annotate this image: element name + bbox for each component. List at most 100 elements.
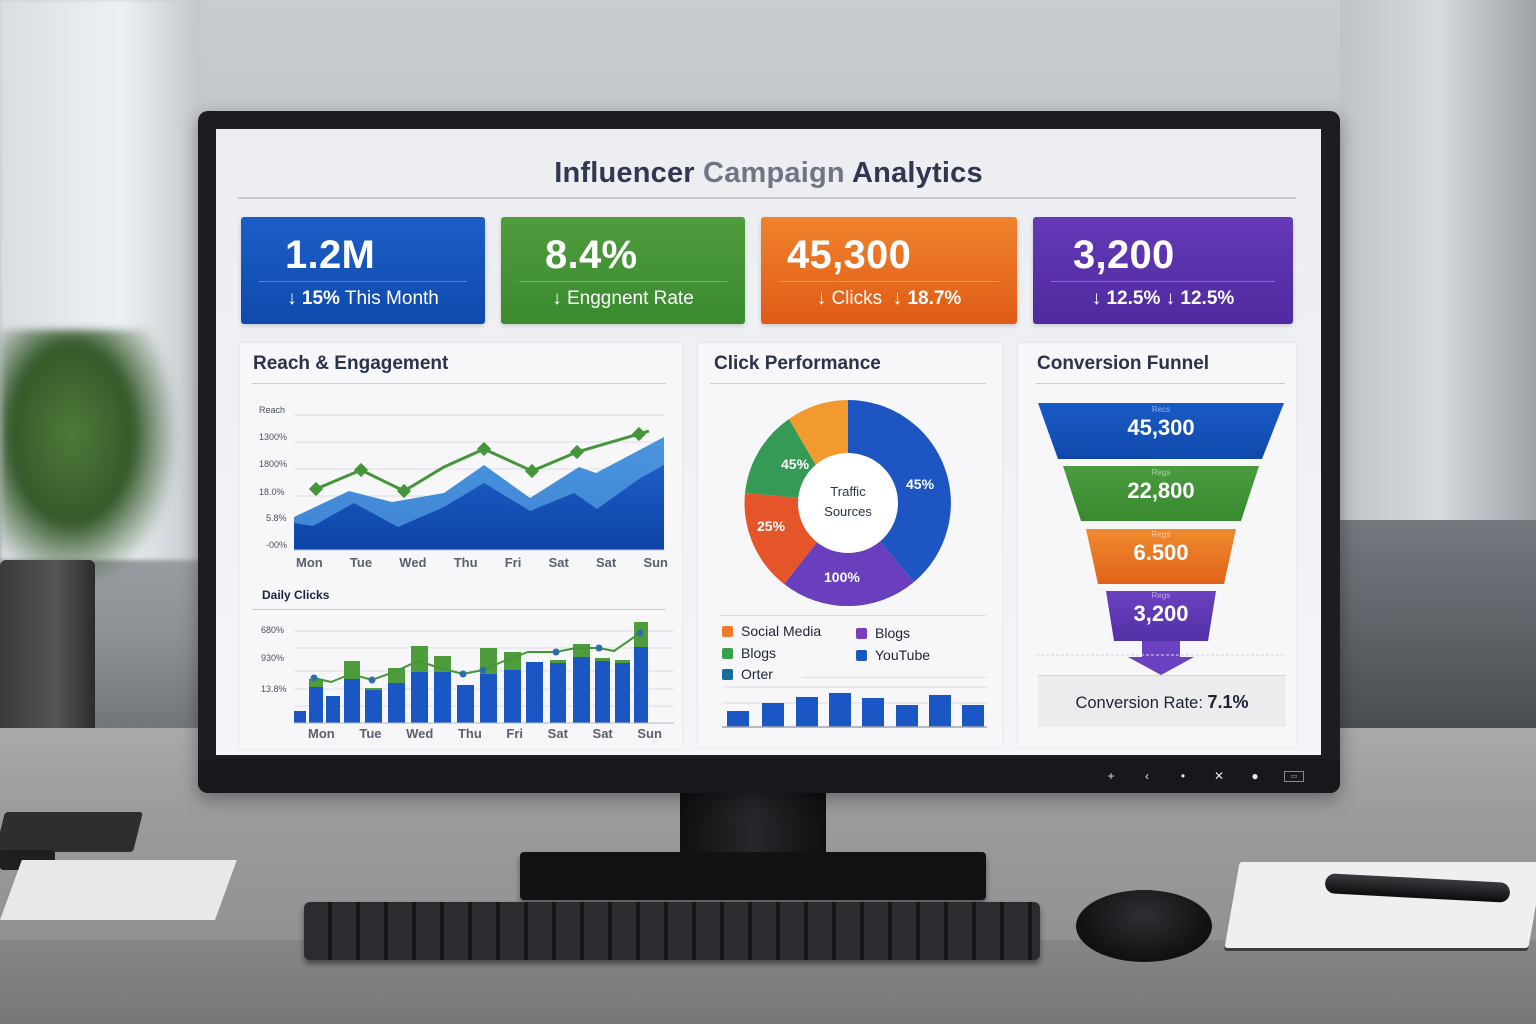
monitor-controls: + ‹ • ✕ ● ▭	[1104, 769, 1304, 783]
keyboard[interactable]	[304, 902, 1040, 960]
funnel-stage-value: 22,800	[1127, 478, 1195, 503]
chart-legend: Social Media Blogs Orter Blogs YouTube	[722, 623, 992, 693]
legend-label: Blogs	[741, 645, 777, 661]
plant-pot	[0, 560, 95, 750]
x-tick: Fri	[504, 555, 522, 570]
legend-item[interactable]: Blogs	[722, 645, 776, 661]
y-tick: 930%	[261, 653, 285, 663]
daily-clicks-title: Daily Clicks	[262, 588, 330, 602]
x-tick: Tue	[349, 555, 373, 570]
arrow-down-icon: ↓	[816, 288, 827, 309]
funnel-stage[interactable]: Regs 3,200	[1106, 591, 1216, 627]
y-axis-title: Reach	[259, 405, 286, 415]
power-button-icon[interactable]: ●	[1251, 769, 1259, 783]
y-tick: 5.8%	[266, 513, 287, 523]
title-part: Influencer	[554, 157, 704, 189]
monitor-bezel: + ‹ • ✕ ● ▭	[198, 759, 1340, 793]
kpi-divider	[1051, 281, 1275, 282]
click-performance-panel: Click Performance 45% 45% 25% 100% Traff…	[698, 343, 1002, 747]
clicks-mini-bar-chart[interactable]	[722, 681, 992, 737]
kpi-subtitle: ↓ 12.5% ↓ 12.5%	[1033, 288, 1293, 310]
x-tick: Sat	[547, 726, 568, 741]
daily-clicks-bar-chart[interactable]	[294, 613, 674, 725]
input-button-icon[interactable]: ✕	[1213, 769, 1225, 783]
funnel-stage-value: 6.500	[1133, 540, 1189, 565]
conversion-funnel-panel: Conversion Funnel Recs 45,300	[1018, 343, 1296, 747]
arrow-down-icon: ↓	[552, 288, 562, 309]
conversion-rate-value: 7.1%	[1207, 692, 1249, 712]
monitor-stand-base	[520, 852, 986, 900]
funnel-stage[interactable]: Regs 6.500	[1086, 530, 1236, 566]
x-tick: Sun	[637, 726, 662, 741]
x-tick: Sat	[592, 726, 613, 741]
reach-engagement-panel: Reach & Engagement Reach 1300% 1800% 18.…	[240, 343, 682, 749]
legend-divider	[802, 677, 986, 678]
kpi-divider	[779, 281, 999, 282]
kpi-card-engagement[interactable]: 8.4% ↓ Enggnent Rate	[501, 217, 745, 324]
arrow-down-icon: ↓	[1165, 288, 1176, 309]
dot-button-icon[interactable]: •	[1180, 769, 1186, 783]
kpi-subtitle: ↓ Enggnent Rate	[501, 288, 745, 310]
book	[0, 812, 143, 852]
kpi-card-conversions[interactable]: 3,200 ↓ 12.5% ↓ 12.5%	[1033, 217, 1293, 324]
slice-label: 45%	[906, 476, 935, 492]
y-tick: 1800%	[259, 459, 288, 469]
reach-area-chart[interactable]	[294, 405, 664, 555]
y-tick: 18.0%	[259, 487, 285, 497]
y-tick: 1300%	[259, 432, 288, 442]
x-tick: Tue	[359, 726, 382, 741]
x-tick: Mon	[308, 726, 335, 741]
background-window-right	[1340, 0, 1536, 520]
funnel-stage[interactable]: Recs 45,300	[1038, 405, 1284, 441]
kpi-value: 45,300	[787, 233, 912, 277]
slice-label: 45%	[781, 456, 810, 472]
back-button-icon[interactable]: ‹	[1145, 769, 1149, 783]
legend-divider	[720, 615, 986, 616]
y-tick: 13.8%	[261, 684, 287, 694]
panel-title: Click Performance	[714, 353, 881, 374]
title-part: Campaign	[703, 157, 845, 189]
y-tick: 680%	[261, 625, 285, 635]
x-tick: Mon	[296, 555, 323, 570]
dashboard-screen: Influencer Campaign Analytics 1.2M ↓ 15%…	[216, 129, 1321, 755]
monitor-stand-neck	[680, 793, 826, 855]
x-tick: Wed	[399, 555, 427, 570]
panel-divider	[1036, 383, 1285, 384]
notebook	[1224, 862, 1536, 948]
kpi-card-clicks[interactable]: 45,300 ↓ Clicks ↓ 18.7%	[761, 217, 1017, 324]
paper-sheet	[0, 860, 237, 920]
x-tick: Sun	[643, 555, 668, 570]
menu-button-icon[interactable]: ▭	[1284, 770, 1304, 782]
kpi-change: 12.5%	[1106, 288, 1161, 309]
arrow-down-icon: ↓	[892, 288, 903, 309]
panel-divider	[710, 383, 986, 384]
title-divider	[238, 197, 1296, 199]
kpi-label: Enggnent Rate	[567, 288, 694, 309]
kpi-subtitle: ↓ Clicks ↓ 18.7%	[761, 288, 1017, 310]
kpi-divider	[519, 281, 727, 282]
kpi-card-reach[interactable]: 1.2M ↓ 15% This Month	[241, 217, 485, 324]
legend-item[interactable]: Orter	[722, 666, 773, 682]
legend-item[interactable]: YouTube	[856, 647, 930, 663]
funnel-stage[interactable]: Regs 22,800	[1063, 468, 1259, 504]
conversion-rate: Conversion Rate: 7.1%	[1038, 692, 1286, 713]
conversion-rate-label: Conversion Rate:	[1075, 694, 1208, 712]
kpi-change: 15%	[301, 288, 340, 309]
traffic-sources-donut-chart[interactable]: 45% 45% 25% 100% Traffic Sources	[742, 400, 954, 606]
legend-label: YouTube	[875, 647, 931, 663]
legend-item[interactable]: Social Media	[722, 623, 821, 639]
plus-button-icon[interactable]: +	[1107, 769, 1115, 783]
funnel-stage-caption: Regs	[1151, 530, 1171, 539]
legend-item[interactable]: Blogs	[856, 625, 910, 641]
funnel-chart[interactable]	[1036, 399, 1286, 683]
donut-center-label: Sources	[824, 504, 872, 519]
kpi-subtitle: ↓ 15% This Month	[241, 288, 485, 310]
legend-swatch	[722, 647, 733, 659]
legend-swatch	[856, 649, 867, 661]
funnel-stage-caption: Regs	[1151, 468, 1171, 477]
kpi-label: Clicks	[831, 288, 883, 309]
legend-label: Social Media	[741, 623, 822, 639]
funnel-stage-value: 3,200	[1133, 601, 1189, 626]
x-axis-labels: Mon Tue Wed Thu Fri Sat Sat Sun	[296, 555, 668, 570]
mouse[interactable]	[1076, 890, 1212, 962]
